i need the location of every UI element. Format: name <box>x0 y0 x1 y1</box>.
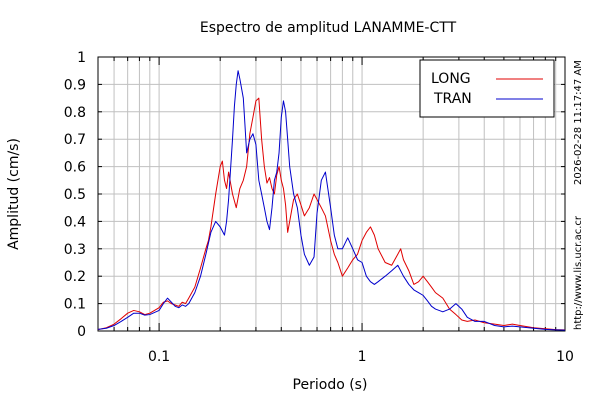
data-series <box>97 70 566 331</box>
y-tick-label: 0.5 <box>64 187 86 203</box>
y-tick-label: 0.6 <box>64 160 86 176</box>
y-tick-label: 0.8 <box>64 105 86 121</box>
y-tick-label: 0.4 <box>64 214 86 230</box>
y-tick-label: 0.2 <box>64 269 86 285</box>
series-line-tran <box>97 70 566 331</box>
y-tick-label: 0.1 <box>64 297 86 313</box>
grid-lines <box>98 57 565 331</box>
x-tick-label: 0.1 <box>148 349 170 365</box>
url-label: http://www.lis.ucr.ac.cr <box>573 215 584 330</box>
x-tick-labels: 0.1 1 10 <box>148 349 574 365</box>
y-tick-label: 0.9 <box>64 77 86 93</box>
y-tick-labels: 0 0.1 0.2 0.3 0.4 0.5 0.6 0.7 0.8 0.9 1 <box>64 50 86 340</box>
y-tick-label: 1 <box>77 50 86 66</box>
x-tick-label: 10 <box>556 349 574 365</box>
x-tick-label: 1 <box>358 349 367 365</box>
y-tick-label: 0.3 <box>64 242 86 258</box>
series-line-long <box>97 97 566 331</box>
legend: LONG TRAN <box>419 59 555 118</box>
x-axis-label: Periodo (s) <box>293 377 368 393</box>
legend-box <box>419 59 555 118</box>
y-axis-label: Amplitud (cm/s) <box>6 138 22 250</box>
legend-label-tran: TRAN <box>433 91 472 107</box>
timestamp-label: 2026-02-28 11:17:47 AM <box>573 60 584 185</box>
y-tick-label: 0 <box>77 324 86 340</box>
chart-title: Espectro de amplitud LANAMME-CTT <box>200 20 457 36</box>
y-tick-label: 0.7 <box>64 132 86 148</box>
axis-ticks <box>97 56 566 332</box>
legend-label-long: LONG <box>431 71 471 87</box>
